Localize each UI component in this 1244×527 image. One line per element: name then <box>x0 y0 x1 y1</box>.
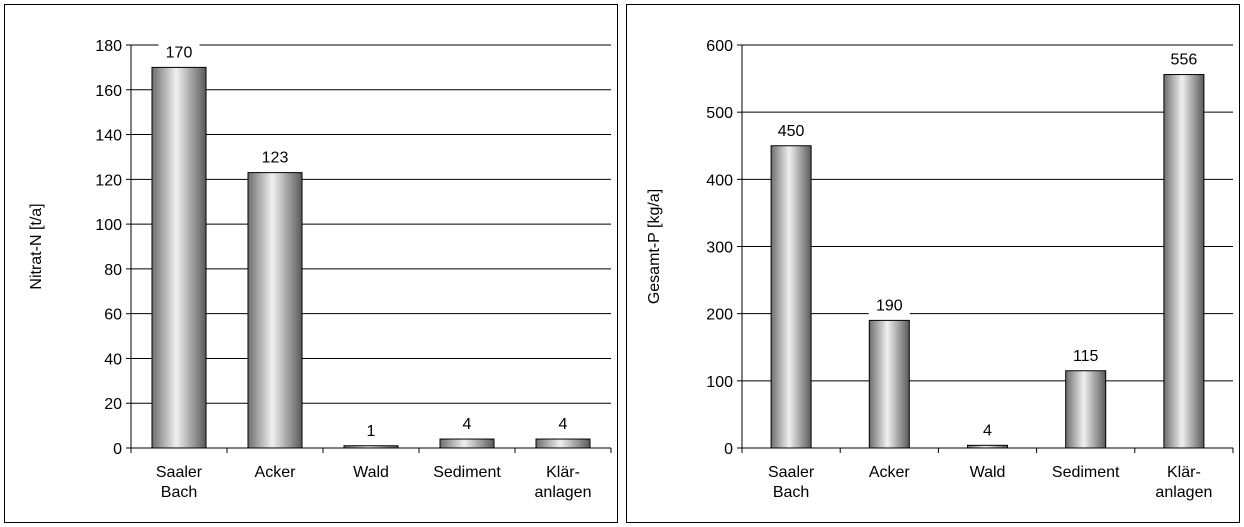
data-label: 190 <box>876 297 903 314</box>
data-label: 450 <box>778 123 805 140</box>
x-category-label: Klär- <box>546 464 580 481</box>
x-category-label: Wald <box>353 464 389 481</box>
data-label-bg <box>976 419 999 442</box>
x-category-label: Sediment <box>1052 464 1120 481</box>
chart-panel-nitrat: 0 20 40 60 80 100 120 140 160 180 Nitrat-N [t/a] 17… <box>4 4 618 523</box>
x-category-label: Acker <box>255 464 297 481</box>
bar <box>1163 74 1205 449</box>
bar <box>770 145 812 449</box>
x-category-label: Sediment <box>433 464 501 481</box>
x-category-label: Wald <box>970 464 1006 481</box>
y-tick-label: 0 <box>724 441 733 458</box>
data-label-bg <box>868 294 910 317</box>
y-tick-label: 100 <box>95 217 122 234</box>
data-label: 170 <box>166 44 193 61</box>
y-tick-label: 180 <box>95 38 122 55</box>
y-tick-label: 160 <box>95 83 122 100</box>
data-label: 4 <box>463 416 472 433</box>
data-label-bg <box>1163 48 1205 71</box>
x-category-label: anlagen <box>1155 484 1212 501</box>
data-label: 4 <box>983 422 992 439</box>
bar <box>247 172 303 449</box>
y-axis-title: Gesamt-P [kg/a] <box>646 189 663 304</box>
data-label-bg <box>1065 344 1107 367</box>
y-tick-label: 500 <box>706 105 733 122</box>
x-category-label: Bach <box>161 484 197 501</box>
data-label: 123 <box>262 150 289 167</box>
bar <box>439 438 495 449</box>
data-label-bg <box>551 413 575 436</box>
data-label-bg <box>359 419 383 442</box>
data-label-bg <box>770 119 812 142</box>
y-tick-label: 300 <box>706 240 733 257</box>
bar <box>343 445 399 449</box>
data-label-bg <box>158 41 200 64</box>
data-label-bg <box>455 413 479 436</box>
x-category-label: Saaler <box>768 464 815 481</box>
y-tick-label: 20 <box>104 396 122 413</box>
bar <box>868 319 910 449</box>
y-tick-label: 200 <box>706 307 733 324</box>
chart-panel-phosphor: 0 100 200 300 400 500 600 Gesamt-P [kg/a] 450 Saa… <box>626 4 1240 523</box>
y-axis-title: Nitrat-N [t/a] <box>28 203 45 289</box>
data-label: 115 <box>1073 348 1099 365</box>
y-tick-label: 40 <box>104 351 122 368</box>
x-category-label: Saaler <box>156 464 203 481</box>
bar <box>535 438 591 449</box>
chart-svg-phosphor: 0 100 200 300 400 500 600 Gesamt-P [kg/a] 450 Saa… <box>646 38 1234 501</box>
bar <box>1065 370 1107 449</box>
x-category-label: Acker <box>869 464 911 481</box>
data-label-bg <box>254 146 296 169</box>
y-tick-label: 0 <box>113 441 122 458</box>
data-label: 4 <box>559 416 568 433</box>
y-tick-label: 100 <box>706 374 733 391</box>
bar <box>967 444 1008 449</box>
x-category-label: Bach <box>773 484 809 501</box>
y-tick-label: 120 <box>95 172 122 189</box>
x-category-label: Klär- <box>1167 464 1201 481</box>
x-category-label: anlagen <box>535 484 592 501</box>
y-tick-label: 140 <box>95 128 122 145</box>
data-label: 1 <box>367 423 376 440</box>
y-tick-label: 60 <box>104 307 122 324</box>
y-tick-label: 80 <box>104 262 122 279</box>
bar <box>151 66 207 449</box>
chart-svg-nitrat: 0 20 40 60 80 100 120 140 160 180 Nitrat-N [t/a] 17… <box>28 38 612 501</box>
data-label: 556 <box>1171 52 1198 69</box>
y-tick-label: 400 <box>706 172 733 189</box>
y-tick-label: 600 <box>706 38 733 55</box>
